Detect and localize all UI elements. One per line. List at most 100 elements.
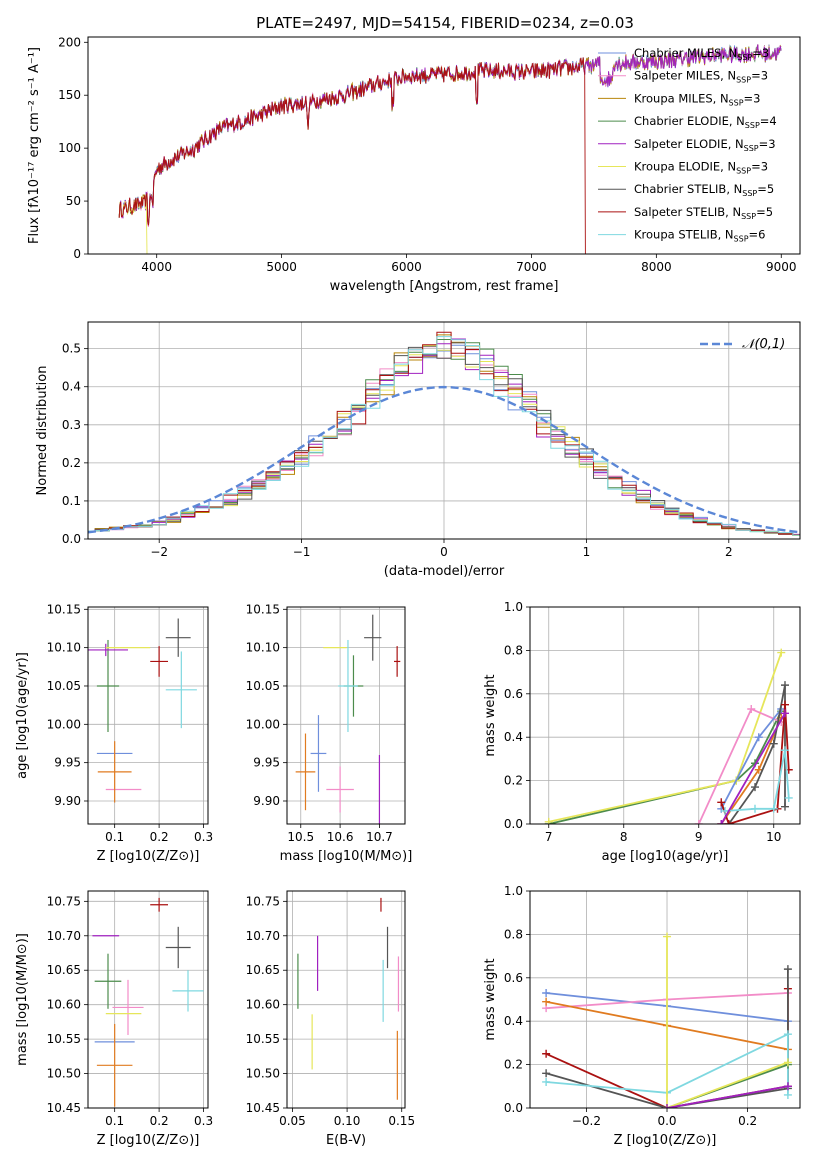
y-tick-label: 10.15 (47, 602, 81, 616)
y-tick-label: 0.4 (504, 730, 523, 744)
massweight-vs-age-marker (769, 804, 778, 813)
legend-entry: Salpeter MILES, NSSP=3 (634, 69, 768, 85)
massweight-vs-age-marker (694, 820, 703, 824)
y-tick-label: 0.5 (62, 342, 81, 356)
histogram-step-3 (88, 334, 800, 536)
x-axis-label: age [log10(age/yr)] (602, 849, 729, 864)
age-vs-mass-point (310, 715, 327, 792)
x-tick-label: 10.7 (366, 830, 393, 844)
y-tick-label: 0.0 (62, 532, 81, 546)
x-tick-label: 8 (620, 830, 628, 844)
age-vs-mass-point (364, 614, 382, 661)
massweight-vs-Z-frame (529, 890, 801, 1109)
massweight-vs-Z-marker (542, 1049, 551, 1058)
spectrum-frame (87, 36, 801, 255)
y-tick-label: 10.65 (246, 963, 280, 977)
legend-entry: Salpeter STELIB, NSSP=5 (634, 205, 773, 221)
age-vs-mass-frame (286, 606, 406, 825)
y-axis-label: age [log10(age/yr)] (15, 652, 30, 779)
massweight-vs-age-series-line (720, 712, 786, 824)
x-tick-label: −0.2 (572, 1114, 601, 1128)
y-tick-label: 50 (66, 194, 81, 208)
massweight-vs-Z-marker (542, 988, 551, 997)
y-tick-label: 9.95 (54, 756, 81, 770)
y-tick-label: 0.8 (504, 643, 523, 657)
massweight-vs-age-marker (751, 783, 759, 792)
x-axis-label: (data-model)/error (384, 564, 505, 579)
mass-vs-Z-point (96, 1023, 133, 1107)
age-vs-Z-point (96, 639, 120, 732)
y-tick-label: 0 (73, 247, 81, 261)
y-tick-label: 10.60 (246, 998, 280, 1012)
y-tick-label: 1.0 (504, 884, 523, 898)
massweight-vs-age-marker (784, 793, 793, 802)
age-vs-mass-point (326, 766, 354, 813)
x-axis-label: Z [log10(Z/Z⊙)] (614, 1133, 717, 1148)
y-tick-label: 0.3 (62, 418, 81, 432)
age-vs-Z-point (165, 618, 191, 657)
age-vs-Z-point (165, 651, 197, 729)
legend-entry: Kroupa STELIB, NSSP=6 (634, 228, 765, 244)
y-tick-label: 0.4 (504, 1014, 523, 1028)
y-tick-label: 10.50 (47, 1067, 81, 1081)
mass-vs-Z-point (94, 953, 122, 1009)
massweight-vs-age-marker (754, 733, 763, 742)
mass-vs-Z-point (172, 970, 204, 1012)
x-tick-label: 0.10 (334, 1114, 361, 1128)
residuals-axes: −2 −1 0 1 2 0.0 0.1 0.2 0.3 0.4 0.5 (62, 322, 800, 559)
y-tick-label: 10.00 (47, 717, 81, 731)
mass-vs-Z-point (165, 926, 191, 969)
x-tick-label: 9000 (766, 260, 797, 274)
massweight-vs-age-marker (544, 817, 553, 824)
y-tick-label: 10.05 (246, 679, 280, 693)
y-tick-label: 10.60 (47, 998, 81, 1012)
mass-vs-ebv-frame (286, 890, 406, 1109)
massweight-vs-Z-series-line (666, 1085, 789, 1108)
mass-vs-Z-point (112, 979, 144, 1035)
x-tick-label: 0.3 (194, 1114, 213, 1128)
histogram-step-1 (88, 344, 800, 536)
x-tick-label: −1 (293, 545, 311, 559)
y-tick-label: 0.1 (62, 494, 81, 508)
y-tick-label: 10.55 (246, 1032, 280, 1046)
massweight-vs-Z-marker (542, 1069, 551, 1078)
y-tick-label: 1.0 (504, 600, 523, 614)
massweight-vs-age-marker (751, 804, 759, 813)
y-tick-label: 10.00 (246, 717, 280, 731)
spectrum-legend: Chabrier MILES, NSSP=3 Salpeter MILES, NS… (598, 46, 777, 244)
x-tick-label: 9 (695, 830, 703, 844)
massweight-vs-Z-marker (542, 1077, 551, 1086)
x-axis-label: mass [log10(M/M⊙)] (280, 849, 413, 864)
y-tick-label: 0.2 (504, 774, 523, 788)
y-tick-label: 9.95 (253, 756, 280, 770)
y-tick-label: 9.90 (253, 794, 280, 808)
spectrum-line-8 (118, 57, 781, 254)
massweight-vs-age-marker (777, 648, 786, 657)
y-tick-label: 100 (58, 141, 81, 155)
massweight-vs-age-marker (781, 681, 789, 690)
y-tick-label: 10.10 (246, 641, 280, 655)
y-tick-label: 150 (58, 88, 81, 102)
x-tick-label: 5000 (266, 260, 297, 274)
y-tick-label: 9.90 (54, 794, 81, 808)
x-tick-label: 0.15 (388, 1114, 415, 1128)
age-vs-mass-point (338, 639, 358, 732)
histogram-frame (87, 321, 801, 540)
massweight-vs-Z-marker (783, 965, 792, 974)
age-vs-Z-point (97, 741, 132, 803)
normal-curve (88, 385, 800, 534)
massweight-vs-age-marker (724, 820, 733, 824)
massweight-vs-age-series-line (728, 684, 786, 824)
massweight-vs-age-marker (717, 798, 726, 807)
age-vs-mass-point (295, 733, 316, 811)
x-tick-label: 0.2 (738, 1114, 757, 1128)
x-axis-label: Z [log10(Z/Z⊙)] (97, 849, 200, 864)
massweight-vs-Z-marker (783, 1030, 792, 1039)
legend-entry: Kroupa ELODIE, NSSP=3 (634, 160, 768, 176)
legend-entry: Kroupa MILES, NSSP=3 (634, 91, 760, 107)
massweight-vs-Z-marker (783, 1058, 792, 1067)
y-axis-label: mass [log10(M/M⊙)] (15, 933, 30, 1066)
massweight-vs-Z-marker (542, 997, 551, 1006)
